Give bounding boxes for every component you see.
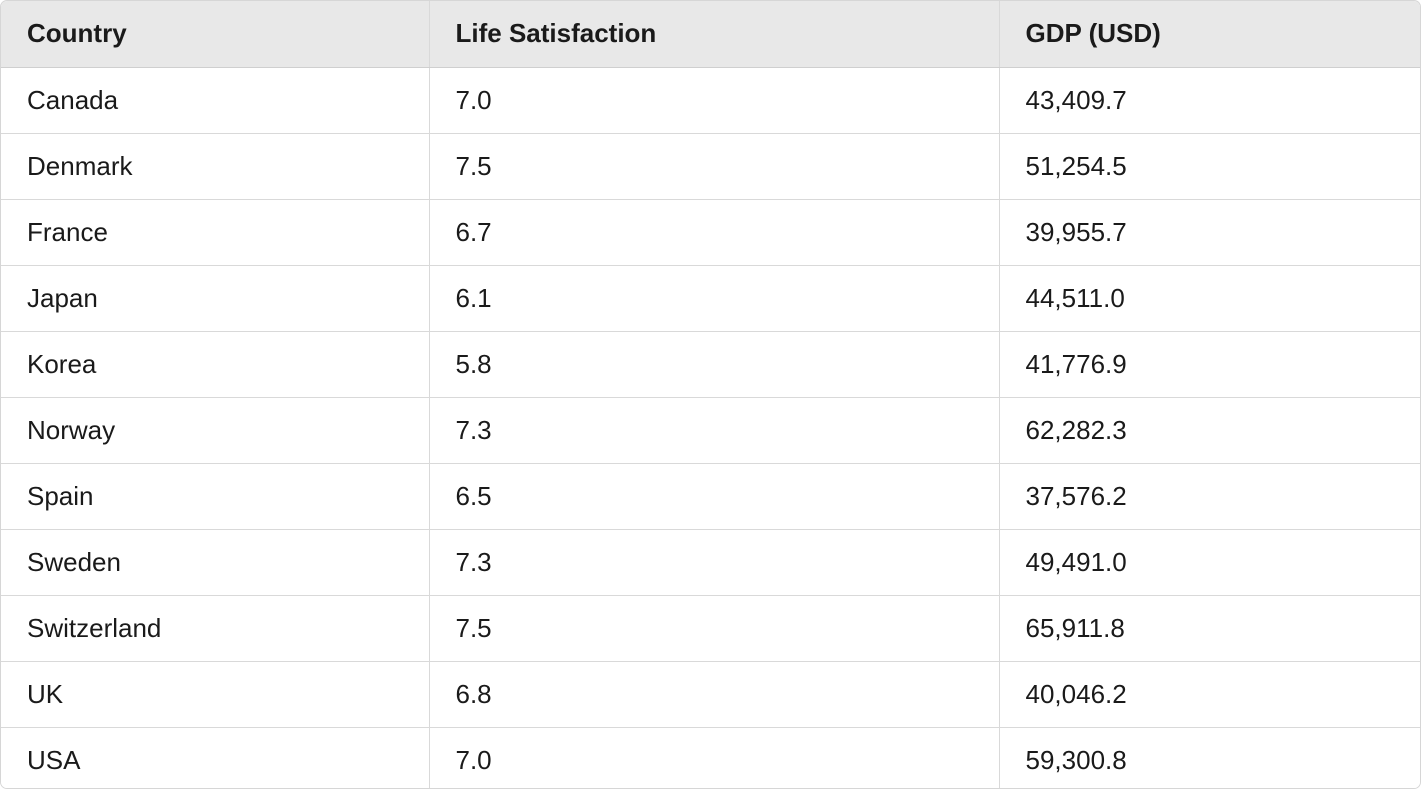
gdp-cell: 65,911.8: [999, 595, 1420, 662]
country-cell: Switzerland: [1, 595, 430, 662]
gdp-cell: 41,776.9: [999, 331, 1420, 398]
country-cell: Norway: [1, 397, 430, 464]
country-cell: Canada: [1, 67, 430, 134]
gdp-cell: 44,511.0: [999, 265, 1420, 332]
life-satisfaction-cell: 7.0: [429, 67, 1000, 134]
table-row: Norway 7.3 62,282.3: [1, 397, 1420, 464]
table-row: Spain 6.5 37,576.2: [1, 463, 1420, 530]
life-satisfaction-cell: 7.3: [429, 397, 1000, 464]
life-satisfaction-cell: 7.5: [429, 595, 1000, 662]
country-cell: USA: [1, 727, 430, 788]
gdp-cell: 43,409.7: [999, 67, 1420, 134]
table-row: Japan 6.1 44,511.0: [1, 265, 1420, 332]
table-row: Korea 5.8 41,776.9: [1, 331, 1420, 398]
column-header-life-satisfaction[interactable]: Life Satisfaction: [429, 1, 1000, 68]
country-cell: Japan: [1, 265, 430, 332]
gdp-cell: 51,254.5: [999, 133, 1420, 200]
life-satisfaction-cell: 7.0: [429, 727, 1000, 788]
gdp-cell: 40,046.2: [999, 661, 1420, 728]
country-cell: Denmark: [1, 133, 430, 200]
country-cell: Sweden: [1, 529, 430, 596]
gdp-cell: 59,300.8: [999, 727, 1420, 788]
life-satisfaction-cell: 7.5: [429, 133, 1000, 200]
table-row: UK 6.8 40,046.2: [1, 661, 1420, 728]
header-row: Country Life Satisfaction GDP (USD): [1, 1, 1420, 68]
table-row: France 6.7 39,955.7: [1, 199, 1420, 266]
gdp-cell: 62,282.3: [999, 397, 1420, 464]
life-satisfaction-cell: 5.8: [429, 331, 1000, 398]
table-row: Switzerland 7.5 65,911.8: [1, 595, 1420, 662]
table-header: Country Life Satisfaction GDP (USD): [1, 1, 1420, 68]
life-satisfaction-cell: 6.1: [429, 265, 1000, 332]
country-cell: Spain: [1, 463, 430, 530]
table-row: Denmark 7.5 51,254.5: [1, 133, 1420, 200]
country-cell: France: [1, 199, 430, 266]
table-row: Sweden 7.3 49,491.0: [1, 529, 1420, 596]
life-satisfaction-cell: 7.3: [429, 529, 1000, 596]
column-header-country[interactable]: Country: [1, 1, 430, 68]
table-body: Canada 7.0 43,409.7 Denmark 7.5 51,254.5 Franc…: [1, 67, 1420, 788]
table-row: USA 7.0 59,300.8: [1, 727, 1420, 788]
gdp-cell: 37,576.2: [999, 463, 1420, 530]
country-cell: UK: [1, 661, 430, 728]
gdp-cell: 39,955.7: [999, 199, 1420, 266]
life-satisfaction-cell: 6.5: [429, 463, 1000, 530]
country-cell: Korea: [1, 331, 430, 398]
table-row: Canada 7.0 43,409.7: [1, 67, 1420, 134]
life-satisfaction-cell: 6.8: [429, 661, 1000, 728]
gdp-cell: 49,491.0: [999, 529, 1420, 596]
column-header-gdp[interactable]: GDP (USD): [999, 1, 1420, 68]
life-satisfaction-cell: 6.7: [429, 199, 1000, 266]
